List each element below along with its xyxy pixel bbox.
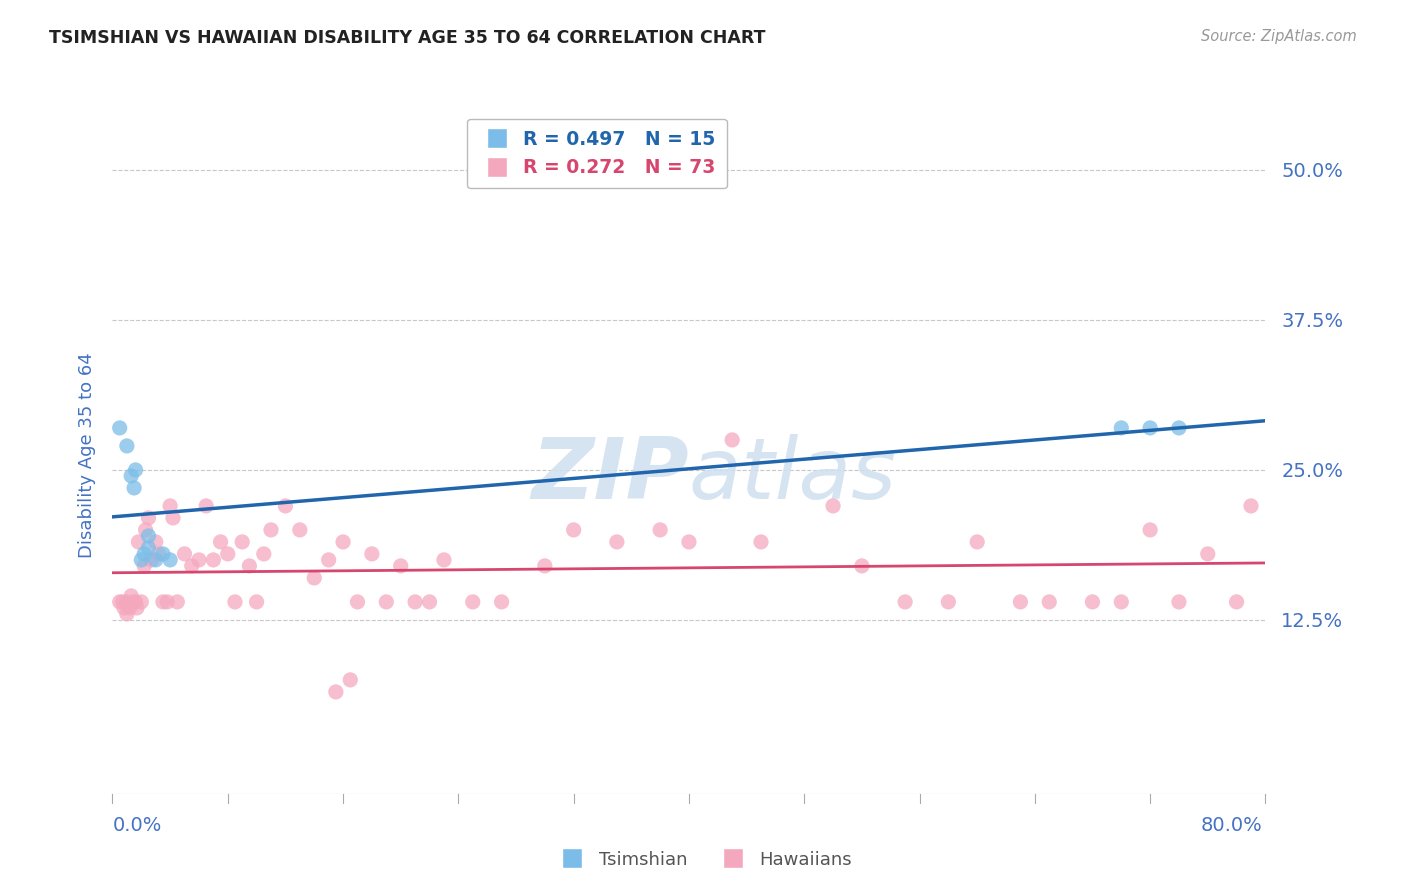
Point [1240, 499, 1263, 513]
Point [195, 499, 218, 513]
Point [122, 595, 145, 609]
Point [253, 547, 276, 561]
Point [124, 463, 146, 477]
Point [224, 595, 246, 609]
Point [134, 547, 156, 561]
Text: ZIP: ZIP [531, 434, 689, 516]
Point [173, 547, 195, 561]
Point [209, 535, 232, 549]
Point [1197, 547, 1219, 561]
Point [318, 553, 340, 567]
Point [648, 523, 672, 537]
Point [108, 421, 131, 435]
Point [188, 553, 211, 567]
Point [260, 523, 283, 537]
Text: Source: ZipAtlas.com: Source: ZipAtlas.com [1201, 29, 1357, 44]
Point [966, 535, 988, 549]
Point [389, 558, 412, 573]
Point [1111, 421, 1133, 435]
Point [108, 595, 131, 609]
Text: 0.0%: 0.0% [112, 816, 162, 835]
Point [936, 595, 959, 609]
Point [135, 523, 157, 537]
Point [129, 553, 153, 567]
Point [346, 595, 368, 609]
Point [851, 558, 873, 573]
Point [360, 547, 382, 561]
Point [145, 553, 167, 567]
Point [127, 535, 149, 549]
Point [1226, 595, 1249, 609]
Point [1111, 595, 1133, 609]
Point [180, 558, 202, 573]
Point [274, 499, 297, 513]
Point [533, 558, 555, 573]
Point [202, 553, 225, 567]
Point [115, 595, 138, 609]
Point [145, 535, 167, 549]
Point [562, 523, 585, 537]
Point [115, 607, 138, 621]
Point [122, 481, 145, 495]
Point [332, 535, 354, 549]
Point [159, 499, 181, 513]
Point [111, 595, 134, 609]
Point [325, 685, 347, 699]
Point [894, 595, 917, 609]
Point [1139, 421, 1161, 435]
Point [419, 595, 441, 609]
Point [138, 511, 160, 525]
Point [678, 535, 700, 549]
Point [138, 529, 160, 543]
Legend: R = 0.497   N = 15, R = 0.272   N = 73: R = 0.497 N = 15, R = 0.272 N = 73 [467, 119, 727, 188]
Point [721, 433, 744, 447]
Point [606, 535, 628, 549]
Point [288, 523, 311, 537]
Point [124, 595, 146, 609]
Point [134, 558, 156, 573]
Point [166, 595, 188, 609]
Point [821, 499, 844, 513]
Point [148, 547, 170, 561]
Point [491, 595, 513, 609]
Point [1038, 595, 1060, 609]
Point [238, 558, 260, 573]
Text: TSIMSHIAN VS HAWAIIAN DISABILITY AGE 35 TO 64 CORRELATION CHART: TSIMSHIAN VS HAWAIIAN DISABILITY AGE 35 … [49, 29, 766, 46]
Point [1139, 523, 1161, 537]
Point [129, 595, 153, 609]
Point [1010, 595, 1032, 609]
Point [156, 595, 179, 609]
Point [231, 535, 253, 549]
Point [152, 547, 174, 561]
Point [217, 547, 239, 561]
Point [138, 541, 160, 555]
Point [159, 553, 181, 567]
Point [120, 589, 142, 603]
Point [141, 553, 163, 567]
Point [749, 535, 772, 549]
Point [404, 595, 426, 609]
Point [125, 601, 148, 615]
Point [120, 469, 142, 483]
Legend: Tsimshian, Hawaiians: Tsimshian, Hawaiians [547, 844, 859, 876]
Point [1167, 421, 1189, 435]
Point [375, 595, 398, 609]
Point [118, 601, 141, 615]
Point [162, 511, 184, 525]
Point [339, 673, 361, 687]
Point [1167, 595, 1189, 609]
Point [115, 439, 138, 453]
Text: 80.0%: 80.0% [1201, 816, 1263, 835]
Point [304, 571, 326, 585]
Point [433, 553, 456, 567]
Text: atlas: atlas [689, 434, 897, 516]
Point [112, 601, 135, 615]
Point [245, 595, 267, 609]
Point [461, 595, 484, 609]
Point [152, 595, 174, 609]
Y-axis label: Disability Age 35 to 64: Disability Age 35 to 64 [77, 352, 96, 558]
Point [1081, 595, 1104, 609]
